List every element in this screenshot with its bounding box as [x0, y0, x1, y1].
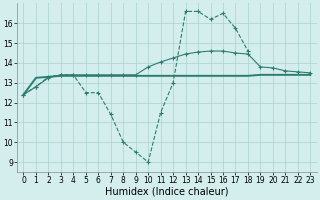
X-axis label: Humidex (Indice chaleur): Humidex (Indice chaleur) — [105, 187, 229, 197]
